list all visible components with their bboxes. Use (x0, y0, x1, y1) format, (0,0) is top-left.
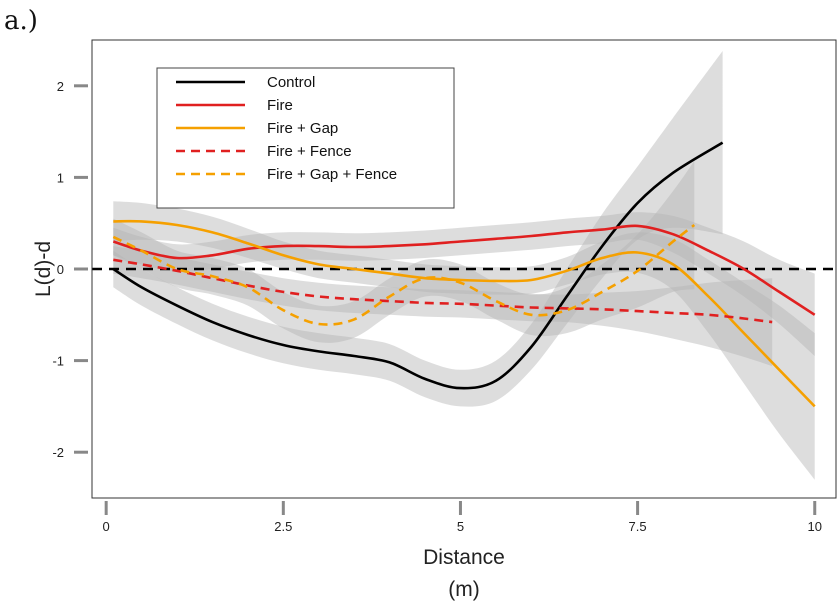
x-tick-label: 10 (808, 519, 822, 534)
series-line-fire-fence (113, 258, 773, 324)
series-line-fire-gap (113, 219, 816, 408)
legend: Control Fire Fire + Gap Fire + Fence Fire + … (156, 67, 455, 209)
x-tick-label: 7.5 (629, 519, 647, 534)
legend-box (156, 67, 455, 209)
legend-label-fire-fence: Fire + Fence (267, 143, 352, 160)
series-line-fire (112, 224, 816, 316)
y-tick-label: 2 (57, 79, 64, 94)
legend-label-fire: Fire (267, 97, 293, 114)
legend-label-control: Control (267, 74, 315, 91)
x-tick-label: 2.5 (274, 519, 292, 534)
y-axis: 2 1 0 -1 -2 (52, 79, 88, 460)
confidence-band-fire (113, 212, 815, 356)
legend-label-fire-gap-fence: Fire + Gap + Fence (267, 166, 397, 183)
x-axis-unit-label: (m) (448, 578, 479, 601)
confidence-band-fire-fence (113, 246, 773, 367)
y-tick-label: -1 (52, 354, 64, 369)
x-tick-label: 0 (103, 519, 110, 534)
y-tick-label: 0 (57, 262, 64, 277)
x-axis: 0 2.5 5 7.5 10 (103, 501, 822, 534)
y-tick-label: 1 (57, 170, 64, 185)
confidence-band-fire-gap-fence (113, 160, 695, 343)
plot-frame (91, 39, 837, 499)
series-line-control (112, 141, 724, 390)
legend-label-fire-gap: Fire + Gap (267, 120, 338, 137)
y-axis-label: L(d)-d (32, 241, 55, 297)
series-lines (112, 141, 816, 408)
x-tick-label: 5 (457, 519, 464, 534)
confidence-band-control (113, 51, 723, 407)
x-axis-label: Distance (423, 546, 505, 569)
panel-label: a.) (4, 6, 38, 36)
y-tick-label: -2 (52, 445, 64, 460)
